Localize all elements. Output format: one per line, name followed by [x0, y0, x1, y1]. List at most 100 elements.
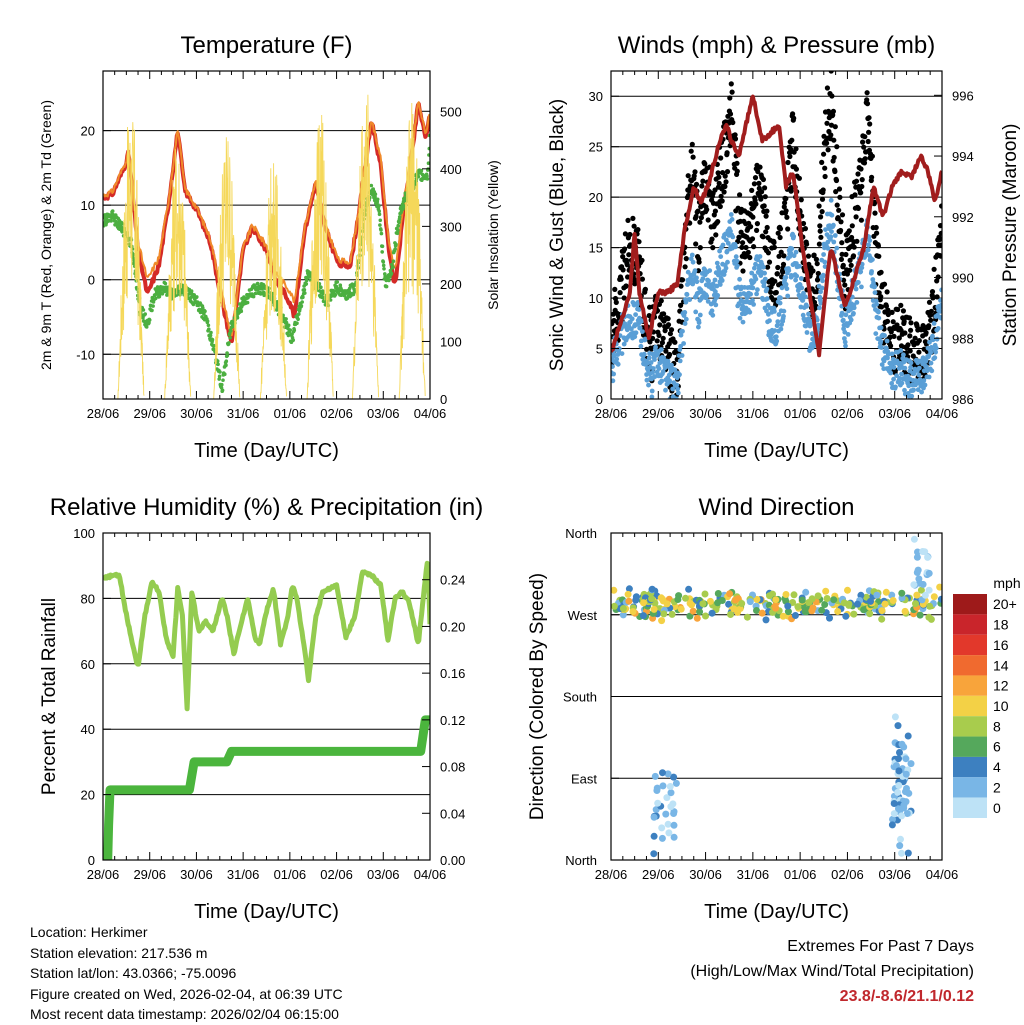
y-right-tick-label: 988 — [952, 331, 974, 346]
winds-wind-point — [754, 277, 759, 282]
wind-direction-point — [866, 610, 873, 617]
winds-gust-point — [723, 174, 728, 179]
wind-direction-point — [685, 586, 692, 593]
y-right-tick-label: 986 — [952, 392, 974, 407]
temperature-2m-td-point — [382, 267, 386, 271]
winds-wind-point — [786, 268, 791, 273]
winds-gust-point — [686, 173, 691, 178]
winds-gust-point — [891, 334, 896, 339]
x-tick-label: 01/06 — [784, 867, 817, 882]
y-right-tick-label: 0.00 — [440, 853, 465, 868]
colorbar-title: mph — [993, 575, 1020, 591]
winds-gust-point — [865, 101, 870, 106]
winds-gust-point — [694, 214, 699, 219]
winds-wind-point — [843, 344, 848, 349]
winds-wind-point — [630, 316, 635, 321]
winds-wind-point — [917, 366, 922, 371]
winds-gust-point — [784, 215, 789, 220]
winds-wind-point — [900, 381, 905, 386]
temperature-2m-td-point — [396, 224, 400, 228]
winds-gust-point — [753, 201, 758, 206]
winds-wind-point — [874, 302, 879, 307]
winds-gust-point — [841, 263, 846, 268]
winds-gust-point — [835, 203, 840, 208]
wind-direction-point — [926, 587, 933, 594]
wind-direction-point — [878, 616, 885, 623]
winds-gust-point — [869, 175, 874, 180]
wind-direction-point — [658, 617, 665, 624]
temperature-2m-td-point — [288, 328, 292, 332]
temperature-2m-td-point — [252, 295, 256, 299]
winds-gust-point — [831, 138, 836, 143]
x-tick-label: 01/06 — [274, 406, 307, 421]
winds-gust-point — [859, 218, 864, 223]
winds-gust-point — [758, 197, 763, 202]
wind-direction-point — [931, 593, 938, 600]
temperature-2m-td-point — [378, 213, 382, 217]
winds-wind-point — [882, 333, 887, 338]
winds-gust-point — [656, 333, 661, 338]
figure-created: Figure created on Wed, 2026-02-04, at 06… — [30, 984, 343, 1005]
y-tick-label: North — [565, 853, 597, 868]
wind-direction-point — [726, 590, 733, 597]
winds-gust-point — [710, 245, 715, 250]
wind-direction-point — [902, 608, 909, 615]
winds-gust-point — [924, 330, 929, 335]
winds-wind-point — [730, 217, 735, 222]
winds-wind-point — [650, 370, 655, 375]
wind-direction-point — [671, 834, 678, 841]
winds-wind-point — [710, 313, 715, 318]
humidity-title: Relative Humidity (%) & Precipitation (i… — [50, 494, 483, 521]
winds-wind-point — [674, 383, 679, 388]
y-tick-label: 25 — [589, 140, 603, 155]
winds-wind-point — [721, 243, 726, 248]
temperature-2m-td-point — [226, 354, 230, 358]
winds-wind-point — [867, 238, 872, 243]
winds-wind-point — [683, 321, 688, 326]
winds-gust-point — [879, 270, 884, 275]
winds-wind-point — [695, 279, 700, 284]
winds-gust-point — [722, 184, 727, 189]
winds-gust-point — [829, 93, 834, 98]
winds-wind-point — [817, 305, 822, 310]
wind-direction-point — [772, 596, 779, 603]
temperature-2m-td-point — [111, 209, 115, 213]
wind-direction-point — [883, 589, 890, 596]
x-tick-label: 28/06 — [595, 867, 628, 882]
winds-gust-point — [858, 166, 863, 171]
winds-gust-point — [718, 204, 723, 209]
wind-direction-point — [658, 824, 665, 831]
wind-direction-point — [905, 850, 912, 857]
winds-wind-point — [856, 280, 861, 285]
winds-wind-point — [675, 387, 680, 392]
winds-gust-point — [730, 120, 735, 125]
wind-direction-point — [792, 612, 799, 619]
winds-gust-point — [774, 290, 779, 295]
winds-wind-point — [791, 234, 796, 239]
wind-direction-point — [709, 610, 716, 617]
temperature-2m-td-point — [221, 389, 225, 393]
winds-gust-point — [936, 274, 941, 279]
y-tick-label: South — [563, 690, 597, 705]
winds-gust-point — [619, 277, 624, 282]
winds-gust-point — [622, 246, 627, 251]
x-tick-label: 31/06 — [737, 406, 770, 421]
winds-wind-point — [804, 304, 809, 309]
winds-wind-point — [691, 260, 696, 265]
winds-wind-point — [870, 257, 875, 262]
winds-gust-point — [905, 342, 910, 347]
temperature-2m-td-point — [203, 310, 207, 314]
winds-gust-point — [728, 111, 733, 116]
winds-wind-point — [774, 339, 779, 344]
solar-insolation-curve — [307, 115, 333, 399]
winds-wind-point — [715, 261, 720, 266]
figure: 28/06 29/06 30/06 31/06 01/06 02/06 03/06 04/06… — [0, 0, 1024, 1024]
colorbar-label: 16 — [993, 637, 1009, 653]
winds-wind-point — [852, 305, 857, 310]
winds-gust-point — [898, 303, 903, 308]
temperature-2m-td-point — [300, 304, 304, 308]
winds-wind-point — [690, 253, 695, 258]
winds-wind-point — [748, 292, 753, 297]
colorbar-label: 12 — [993, 678, 1009, 694]
temperature-2m-td-point — [381, 245, 385, 249]
